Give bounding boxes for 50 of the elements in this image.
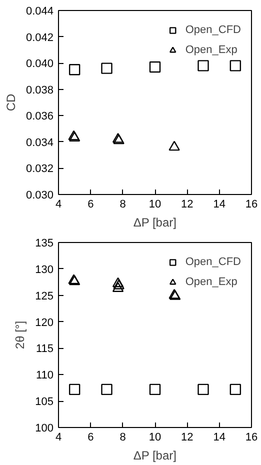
point	[198, 60, 209, 72]
y-tick-label: 0.030	[26, 190, 54, 202]
y-tick-label: 115	[36, 343, 54, 356]
y-tick-label: 110	[36, 370, 54, 382]
point	[112, 282, 124, 292]
x-axis-title: ΔP [bar]	[133, 448, 176, 462]
point	[230, 384, 242, 396]
y-tick-label: 0.032	[26, 163, 54, 176]
y-tick-label: 0.042	[26, 32, 54, 44]
y-tick-label: 100	[35, 422, 54, 434]
y-axis-title: 2θ [°]	[13, 320, 28, 350]
x-tick-label: 12	[181, 198, 194, 210]
x-tick-label: 6	[88, 432, 94, 444]
x-tick-label: 16	[245, 198, 258, 210]
y-tick-label: 0.034	[26, 136, 54, 149]
x-tick-label: 14	[213, 432, 226, 444]
point	[101, 62, 112, 74]
legend-label: Open_Exp	[185, 276, 238, 288]
x-tick-label: 10	[148, 198, 162, 210]
y-axis-title: CD	[4, 94, 18, 112]
legend-label: Open_Exp	[185, 44, 238, 56]
y-tick-label: 0.038	[26, 84, 54, 96]
point	[68, 384, 80, 396]
x-axis-title: ΔP [bar]	[133, 216, 176, 230]
point	[198, 384, 209, 396]
point	[230, 60, 242, 72]
x-tick-label: 4	[55, 198, 62, 210]
x-tick-label: 14	[213, 198, 226, 210]
y-tick-label: 0.040	[26, 58, 54, 70]
y-tick-label: 0.044	[26, 6, 54, 18]
legend-label: Open_CFD	[185, 256, 241, 268]
y-tick-label: 130	[35, 264, 54, 276]
point	[168, 140, 180, 151]
legend-label: Open_CFD	[185, 24, 241, 36]
y-tick-label: 135	[35, 238, 54, 250]
y-tick-label: 120	[35, 316, 54, 329]
x-tick-label: 6	[88, 198, 94, 210]
y-tick-label: 105	[35, 396, 54, 408]
x-tick-label: 10	[148, 432, 162, 444]
x-tick-label: 16	[245, 432, 258, 444]
y-tick-label: 0.036	[26, 110, 54, 123]
x-tick-label: 8	[120, 432, 126, 444]
x-tick-label: 8	[120, 198, 126, 210]
point	[101, 384, 112, 396]
point	[149, 61, 161, 73]
y-tick-label: 125	[35, 290, 54, 302]
point	[149, 384, 161, 396]
x-tick-label: 4	[55, 432, 62, 444]
point	[68, 64, 80, 76]
x-tick-label: 12	[181, 432, 194, 444]
